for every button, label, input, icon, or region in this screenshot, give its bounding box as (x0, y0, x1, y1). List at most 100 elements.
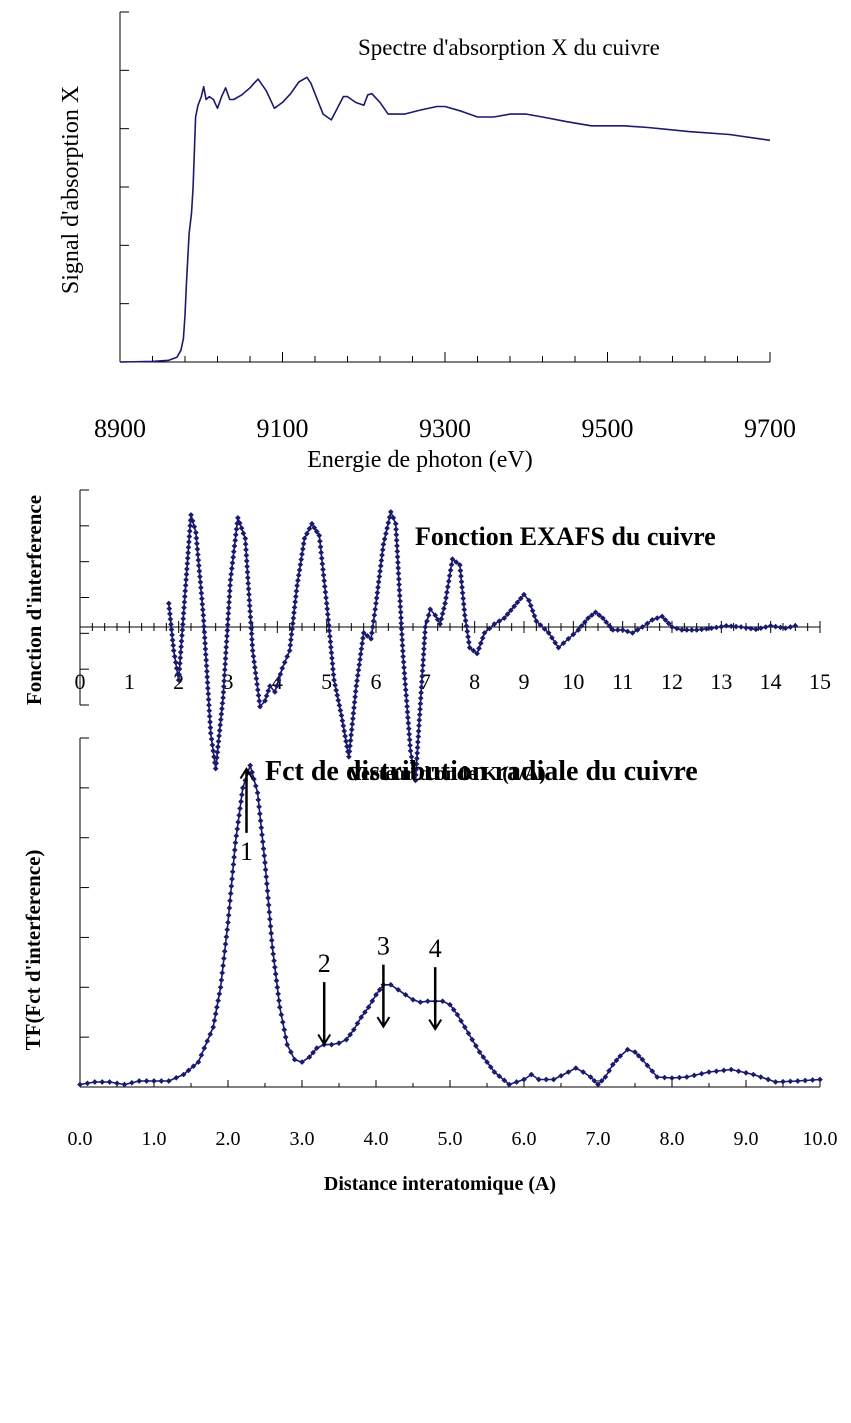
data-point (210, 748, 217, 754)
data-point (421, 635, 428, 641)
data-point (772, 1079, 779, 1085)
data-point (400, 653, 406, 660)
data-point (263, 873, 270, 880)
data-point (750, 1071, 757, 1078)
data-point (291, 609, 297, 616)
data-point (91, 1079, 98, 1085)
data-point (238, 798, 244, 805)
data-point (458, 573, 464, 579)
data-point (330, 671, 337, 678)
data-point (378, 557, 385, 564)
data-point (355, 667, 362, 673)
data-point (227, 582, 233, 589)
data-point (349, 721, 356, 727)
data-point (332, 682, 338, 689)
data-point (187, 522, 194, 529)
data-point (317, 538, 323, 545)
data-point (396, 592, 403, 599)
x-tick-label: 7.0 (586, 1128, 611, 1150)
data-point (254, 790, 261, 796)
data-point (684, 627, 690, 633)
data-point (362, 1009, 368, 1016)
data-point (424, 998, 431, 1005)
data-point (205, 691, 212, 697)
data-point (210, 1024, 217, 1031)
data-point (252, 783, 259, 789)
data-point (178, 638, 185, 644)
chart-title: Fct de distribution radiale du cuivre (265, 756, 698, 787)
data-point (358, 1014, 365, 1021)
data-point (179, 627, 186, 633)
data-point (600, 615, 606, 621)
data-point (249, 647, 256, 654)
data-point (491, 1069, 498, 1075)
x-tick-label: 3 (223, 669, 234, 694)
data-point (219, 705, 225, 712)
data-point (223, 934, 230, 940)
data-point (659, 613, 665, 620)
data-point (444, 584, 451, 590)
data-point (222, 655, 229, 662)
data-point (359, 640, 366, 647)
data-point (230, 554, 237, 561)
data-point (397, 603, 404, 610)
data-point (743, 624, 749, 631)
data-point (693, 627, 700, 633)
annotation-label: 1 (240, 837, 253, 866)
data-point (753, 626, 759, 633)
data-point (379, 546, 386, 553)
data-point (408, 753, 415, 760)
data-point (460, 601, 467, 607)
data-point (743, 1070, 749, 1076)
data-point (196, 568, 203, 574)
data-point (514, 599, 521, 606)
data-point (198, 590, 205, 596)
data-point (245, 580, 252, 587)
data-point (226, 905, 233, 911)
data-point (614, 627, 621, 633)
data-point (762, 624, 769, 630)
data-point (565, 635, 572, 642)
data-point (178, 643, 184, 650)
x-tick-label: 10 (562, 669, 584, 694)
data-point (272, 964, 278, 971)
data-point (549, 634, 555, 641)
data-point (143, 1078, 150, 1084)
data-point (208, 736, 215, 742)
data-point (463, 623, 470, 629)
chart-3: 0.0 1.0 2.0 3.0 4.0 5.0 6.0 7.0 8.0 9.0 10.0 Fct de… (21, 737, 838, 1195)
data-point (223, 638, 230, 645)
data-point (272, 971, 279, 977)
data-point (395, 565, 402, 571)
data-point (106, 1079, 113, 1085)
data-point (399, 631, 405, 638)
data-point (295, 572, 302, 579)
data-point (513, 1079, 520, 1085)
data-point (369, 998, 376, 1004)
data-point (419, 673, 425, 680)
data-point (181, 604, 187, 611)
data-point (418, 678, 425, 685)
annotation-arrowhead (317, 1033, 332, 1046)
data-point (328, 644, 334, 651)
data-point (301, 535, 308, 542)
data-point (240, 530, 247, 537)
data-point (165, 1078, 172, 1084)
data-point (274, 984, 281, 991)
data-point (603, 619, 610, 625)
data-point (186, 539, 192, 545)
data-point (321, 577, 328, 584)
data-point (348, 732, 354, 738)
data-point (501, 1077, 508, 1084)
data-point (350, 710, 357, 717)
data-point (392, 520, 399, 527)
data-point (225, 616, 231, 622)
data-point (419, 668, 426, 674)
data-point (757, 1074, 764, 1080)
data-point (268, 930, 275, 937)
data-point (632, 1049, 638, 1055)
data-point (479, 635, 486, 641)
data-point (772, 623, 779, 630)
data-point (372, 606, 379, 613)
data-point (393, 531, 400, 538)
